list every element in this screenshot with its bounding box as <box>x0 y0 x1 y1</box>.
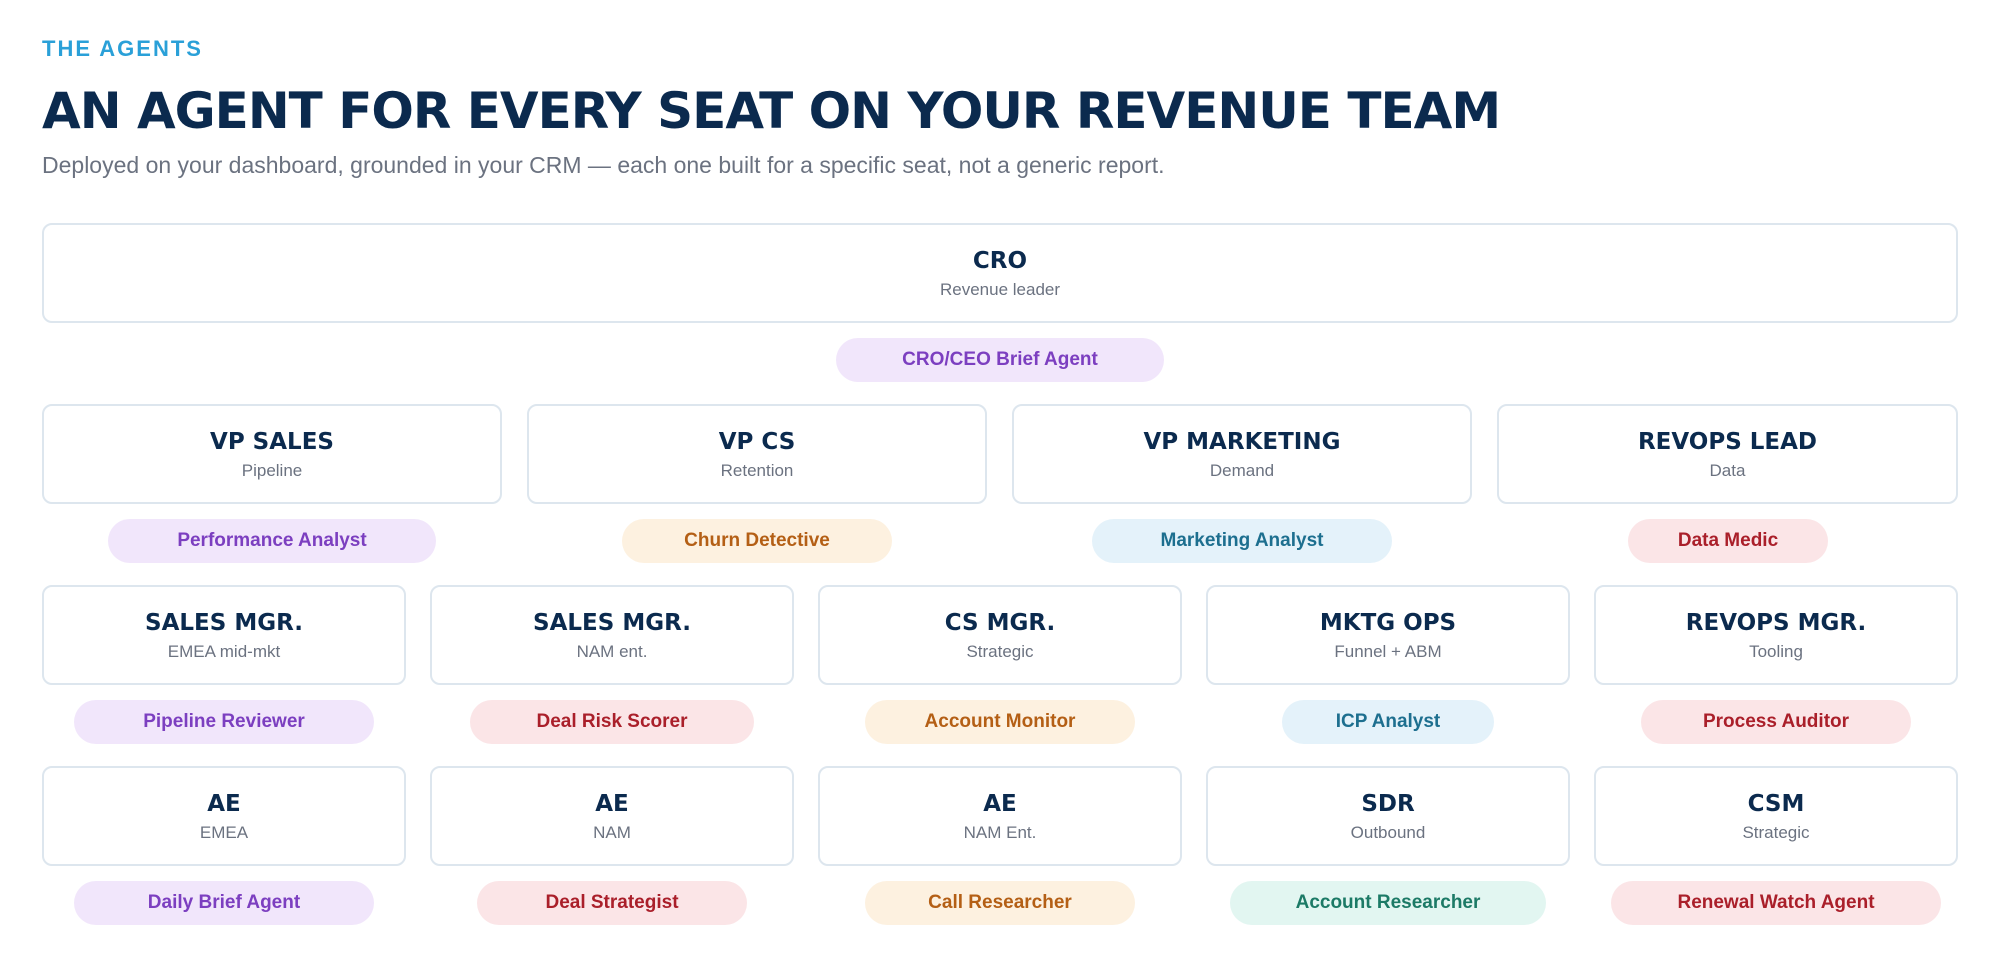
vp-marketing-sub: Demand <box>1209 460 1275 480</box>
account-researcher-pill[interactable]: Account Researcher <box>1230 881 1546 925</box>
revops-mgr-role: REVOPS MGR. <box>1685 609 1867 636</box>
cs-mgr-role: CS MGR. <box>944 609 1056 636</box>
sales-mgr-nam-card: SALES MGR. NAM ent. <box>430 585 794 685</box>
ae-nam-ent-role: AE <box>983 790 1017 817</box>
pipeline-reviewer-pill[interactable]: Pipeline Reviewer <box>74 700 374 744</box>
deal-risk-scorer-pill[interactable]: Deal Risk Scorer <box>470 700 754 744</box>
revops-lead-sub: Data <box>1709 460 1746 480</box>
sales-mgr-emea-card: SALES MGR. EMEA mid-mkt <box>42 585 406 685</box>
cs-mgr-sub: Strategic <box>966 641 1034 661</box>
cro-agent-pill[interactable]: CRO/CEO Brief Agent <box>836 338 1164 382</box>
vp-marketing-role: VP MARKETING <box>1143 428 1341 455</box>
ae-emea-card: AE EMEA <box>42 766 406 866</box>
csm-role: CSM <box>1747 790 1805 817</box>
sdr-sub: Outbound <box>1350 822 1426 842</box>
sales-mgr-emea-sub: EMEA mid-mkt <box>167 641 281 661</box>
vp-sales-card: VP SALES Pipeline <box>42 404 502 504</box>
ae-nam-ent-sub: NAM Ent. <box>963 822 1037 842</box>
revops-mgr-card: REVOPS MGR. Tooling <box>1594 585 1958 685</box>
mktg-ops-role: MKTG OPS <box>1319 609 1457 636</box>
vp-marketing-card: VP MARKETING Demand <box>1012 404 1472 504</box>
page-subtitle: Deployed on your dashboard, grounded in … <box>42 152 1165 178</box>
vp-sales-role: VP SALES <box>210 428 334 455</box>
vp-sales-sub: Pipeline <box>241 460 303 480</box>
sdr-role: SDR <box>1361 790 1415 817</box>
ae-emea-sub: EMEA <box>199 822 249 842</box>
call-researcher-pill[interactable]: Call Researcher <box>865 881 1135 925</box>
icp-analyst-pill[interactable]: ICP Analyst <box>1282 700 1494 744</box>
daily-brief-agent-pill[interactable]: Daily Brief Agent <box>74 881 374 925</box>
ae-nam-card: AE NAM <box>430 766 794 866</box>
mktg-ops-card: MKTG OPS Funnel + ABM <box>1206 585 1570 685</box>
sales-mgr-emea-role: SALES MGR. <box>145 609 303 636</box>
mktg-ops-sub: Funnel + ABM <box>1334 641 1442 661</box>
vp-cs-card: VP CS Retention <box>527 404 987 504</box>
performance-analyst-pill[interactable]: Performance Analyst <box>108 519 436 563</box>
process-auditor-pill[interactable]: Process Auditor <box>1641 700 1911 744</box>
sdr-card: SDR Outbound <box>1206 766 1570 866</box>
account-monitor-pill[interactable]: Account Monitor <box>865 700 1135 744</box>
ae-nam-ent-card: AE NAM Ent. <box>818 766 1182 866</box>
vp-cs-role: VP CS <box>718 428 796 455</box>
csm-card: CSM Strategic <box>1594 766 1958 866</box>
revops-lead-role: REVOPS LEAD <box>1637 428 1818 455</box>
vp-cs-sub: Retention <box>720 460 794 480</box>
ae-nam-sub: NAM <box>593 822 631 842</box>
sales-mgr-nam-role: SALES MGR. <box>533 609 691 636</box>
cro-role: CRO <box>972 247 1028 274</box>
csm-sub: Strategic <box>1742 822 1810 842</box>
marketing-analyst-pill[interactable]: Marketing Analyst <box>1092 519 1392 563</box>
cro-card: CRO Revenue leader <box>42 223 1958 323</box>
eyebrow-label: THE AGENTS <box>42 36 203 61</box>
ae-emea-role: AE <box>207 790 241 817</box>
ae-nam-role: AE <box>595 790 629 817</box>
data-medic-pill[interactable]: Data Medic <box>1628 519 1828 563</box>
cro-sub: Revenue leader <box>939 279 1061 299</box>
deal-strategist-pill[interactable]: Deal Strategist <box>477 881 747 925</box>
revops-lead-card: REVOPS LEAD Data <box>1497 404 1958 504</box>
churn-detective-pill[interactable]: Churn Detective <box>622 519 892 563</box>
renewal-watch-agent-pill[interactable]: Renewal Watch Agent <box>1611 881 1941 925</box>
cs-mgr-card: CS MGR. Strategic <box>818 585 1182 685</box>
page-title: AN AGENT FOR EVERY SEAT ON YOUR REVENUE … <box>42 82 1501 140</box>
sales-mgr-nam-sub: NAM ent. <box>576 641 648 661</box>
revops-mgr-sub: Tooling <box>1749 641 1803 661</box>
